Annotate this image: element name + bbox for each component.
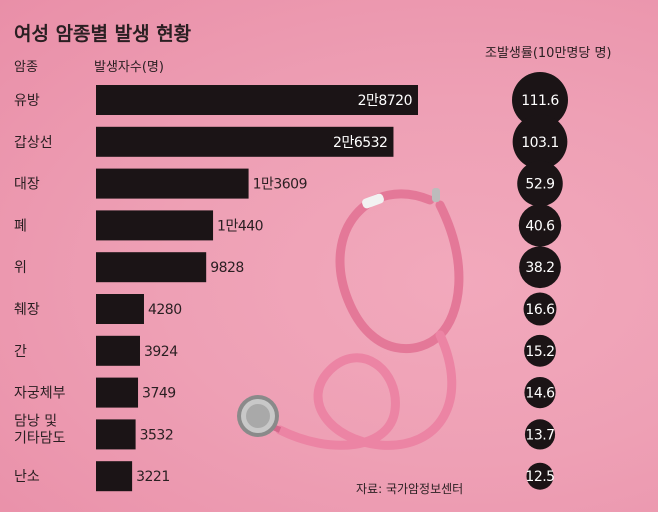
rate-bubble [518, 204, 562, 247]
count-bar [96, 335, 140, 366]
stethoscope-icon [237, 188, 464, 450]
rate-value-label: 52.9 [525, 177, 554, 193]
count-bar [96, 461, 133, 492]
count-bar [96, 126, 394, 157]
rate-value-label: 15.2 [525, 344, 554, 360]
category-label: 담낭 및 [14, 413, 57, 429]
chart-title: 여성 암종별 발생 현황 [14, 22, 192, 45]
rate-value-label: 16.6 [525, 302, 555, 318]
category-label: 갑상선 [14, 135, 53, 151]
rate-value-label: 103.1 [521, 135, 559, 151]
category-label: 대장 [14, 177, 40, 193]
count-bar [96, 294, 144, 324]
rate-value-label: 14.6 [525, 386, 555, 402]
count-value-label: 2만6532 [333, 135, 387, 151]
rate-value-label: 40.6 [525, 218, 555, 234]
category-label: 폐 [14, 218, 27, 234]
count-bar [96, 168, 249, 199]
count-bar [96, 210, 214, 241]
count-value-label: 2만8720 [358, 93, 412, 109]
count-bar [96, 252, 207, 283]
rate-value-label: 38.2 [525, 260, 554, 276]
rate-bubble [519, 246, 561, 289]
rate-bubble [512, 114, 568, 170]
count-value-label: 1만3609 [253, 177, 307, 193]
rate-bubble [524, 334, 556, 367]
count-value-label: 3924 [144, 344, 178, 360]
category-header: 암종 [14, 60, 38, 75]
rate-header: 조발생률(10만명당 명) [485, 46, 612, 61]
rate-bubble [512, 72, 568, 128]
bars-group: 2만8720 2만6532 1만3609 1만440 9828 4280 3924 3749 3… [96, 85, 418, 492]
category-label: 기타담도 [14, 430, 66, 446]
rate-value-label: 111.6 [521, 93, 559, 109]
rate-value-label: 12.5 [525, 469, 554, 485]
category-label: 난소 [14, 469, 40, 485]
rate-value-label: 13.7 [525, 427, 554, 443]
count-header: 발생자수(명) [94, 60, 164, 75]
count-value-label: 1만440 [217, 218, 263, 234]
category-label: 자궁체부 [14, 386, 66, 402]
rate-bubble [524, 376, 556, 409]
source-note: 자료: 국가암정보센터 [356, 482, 463, 496]
count-value-label: 3532 [140, 427, 174, 443]
count-bar [96, 419, 136, 450]
rate-bubble [524, 419, 556, 450]
count-value-label: 9828 [210, 260, 244, 276]
count-value-label: 4280 [148, 302, 182, 318]
rate-bubble [523, 292, 557, 326]
category-label: 간 [14, 344, 27, 360]
count-value-label: 3749 [142, 386, 176, 402]
category-label: 유방 [14, 93, 40, 109]
category-label: 췌장 [14, 302, 40, 318]
rate-bubble [526, 462, 554, 490]
count-bar [96, 377, 139, 408]
category-label: 위 [14, 260, 27, 276]
count-value-label: 3221 [136, 469, 170, 485]
rate-bubble [517, 160, 563, 207]
count-bar [96, 85, 418, 115]
rate-bubbles-group: 111.6 103.1 52.9 40.6 38.2 16.6 15.2 14.6 13.7 12… [512, 72, 568, 490]
